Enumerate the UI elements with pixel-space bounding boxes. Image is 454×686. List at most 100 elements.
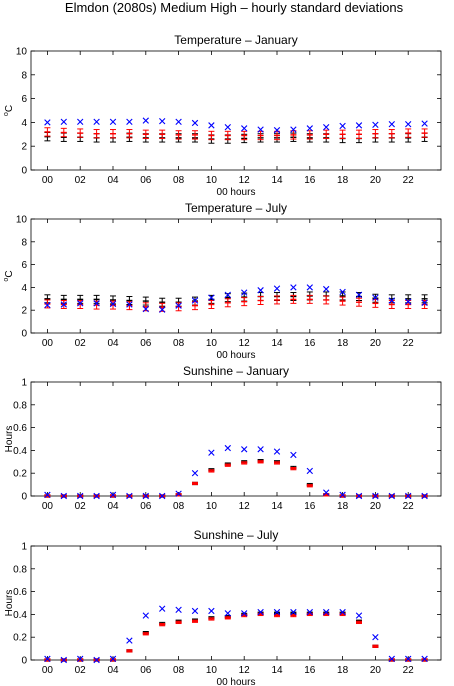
x-marker: [273, 126, 281, 134]
x-marker: [323, 608, 330, 616]
x-marker: [306, 284, 313, 291]
x-tick-label: 10: [206, 501, 218, 512]
error-bar-marker: [142, 632, 149, 636]
x-tick-label: 04: [107, 338, 119, 349]
x-marker: [421, 655, 428, 663]
y-tick-label: 0.2: [13, 633, 27, 644]
x-marker: [159, 492, 166, 500]
x-marker: [44, 655, 51, 663]
y-tick-label: 0.4: [13, 446, 27, 457]
x-axis-label: 00 hours: [217, 187, 256, 198]
error-bar-marker: [110, 129, 116, 139]
error-bar-marker: [192, 481, 198, 486]
x-marker: [323, 489, 330, 496]
error-bar-marker: [224, 130, 231, 141]
x-marker: [44, 491, 51, 499]
error-bar-marker: [60, 127, 67, 138]
x-tick-label: 14: [271, 175, 283, 186]
x-tick-label: 04: [107, 501, 119, 512]
plot-frame: [30, 545, 442, 661]
error-bar-marker: [323, 612, 330, 617]
x-marker: [290, 608, 297, 616]
x-marker: [257, 608, 264, 616]
x-tick-label: 12: [239, 175, 251, 186]
x-marker: [60, 118, 67, 125]
series-3: [44, 284, 428, 313]
error-bar-marker: [159, 129, 166, 139]
error-bar-marker: [208, 300, 215, 309]
y-tick-label: 10: [16, 47, 28, 58]
x-marker: [126, 301, 133, 308]
y-tick-label: 4: [21, 118, 27, 129]
x-marker: [273, 285, 281, 292]
x-marker: [142, 612, 149, 619]
x-marker: [175, 606, 182, 614]
x-marker: [339, 608, 346, 616]
y-tick-label: 0: [21, 656, 27, 667]
x-tick-label: 04: [107, 175, 119, 186]
x-marker: [241, 446, 248, 453]
error-bar-marker: [274, 295, 280, 305]
x-marker: [224, 123, 231, 131]
x-marker: [126, 492, 133, 500]
x-marker: [142, 117, 149, 124]
x-tick-label: 10: [206, 175, 218, 186]
x-marker: [142, 305, 149, 313]
error-bar-marker: [77, 128, 84, 138]
x-marker: [421, 299, 428, 306]
x-marker: [109, 118, 117, 125]
error-bar-marker: [110, 300, 116, 310]
x-marker: [175, 302, 182, 309]
x-tick-label: 10: [206, 338, 218, 349]
y-tick-label: 0.4: [13, 610, 27, 621]
x-marker: [372, 634, 379, 641]
error-bar-marker: [224, 298, 231, 308]
x-marker: [175, 490, 182, 497]
x-tick-label: 20: [370, 665, 382, 676]
x-marker: [339, 122, 346, 130]
x-marker: [77, 492, 84, 500]
x-tick-label: 16: [304, 338, 316, 349]
error-bar-marker: [77, 300, 84, 309]
x-tick-label: 08: [173, 175, 185, 186]
error-bar-marker: [44, 299, 51, 309]
y-axis-label: oC: [3, 270, 15, 281]
x-marker: [388, 120, 395, 128]
x-tick-label: 04: [107, 665, 119, 676]
x-marker: [44, 301, 51, 309]
x-tick-label: 08: [173, 338, 185, 349]
series-2: [44, 612, 428, 662]
y-tick-label: 0.8: [13, 400, 27, 411]
x-tick-label: 20: [370, 175, 382, 186]
series-1: [44, 291, 428, 307]
y-tick-label: 1: [21, 542, 27, 553]
error-bar-marker: [372, 644, 379, 648]
error-bar-marker: [274, 461, 280, 465]
x-marker: [372, 492, 379, 500]
x-marker: [60, 301, 67, 308]
x-axis-label: 00 hours: [217, 350, 256, 361]
x-tick-label: 14: [271, 338, 283, 349]
x-tick-label: 00: [42, 501, 54, 512]
x-marker: [372, 121, 379, 128]
error-bar-marker: [421, 128, 428, 138]
series-2: [44, 460, 428, 498]
x-marker: [323, 123, 330, 131]
plot-frame: [30, 218, 442, 334]
error-bar-marker: [241, 461, 248, 465]
chart-title: Sunshine – July: [194, 528, 279, 542]
error-bar-marker: [192, 130, 198, 140]
x-tick-label: 12: [239, 338, 251, 349]
chart-title: Temperature – July: [185, 201, 287, 215]
x-marker: [339, 491, 346, 499]
x-marker: [159, 605, 166, 612]
x-marker: [175, 118, 182, 125]
x-marker: [355, 122, 363, 129]
error-bar-marker: [175, 130, 182, 140]
x-tick-label: 06: [140, 338, 152, 349]
x-axis-label: 00 hours: [217, 677, 256, 686]
y-tick-label: 0.6: [13, 423, 27, 434]
x-tick-label: 06: [140, 175, 152, 186]
error-bar-marker: [126, 301, 133, 311]
